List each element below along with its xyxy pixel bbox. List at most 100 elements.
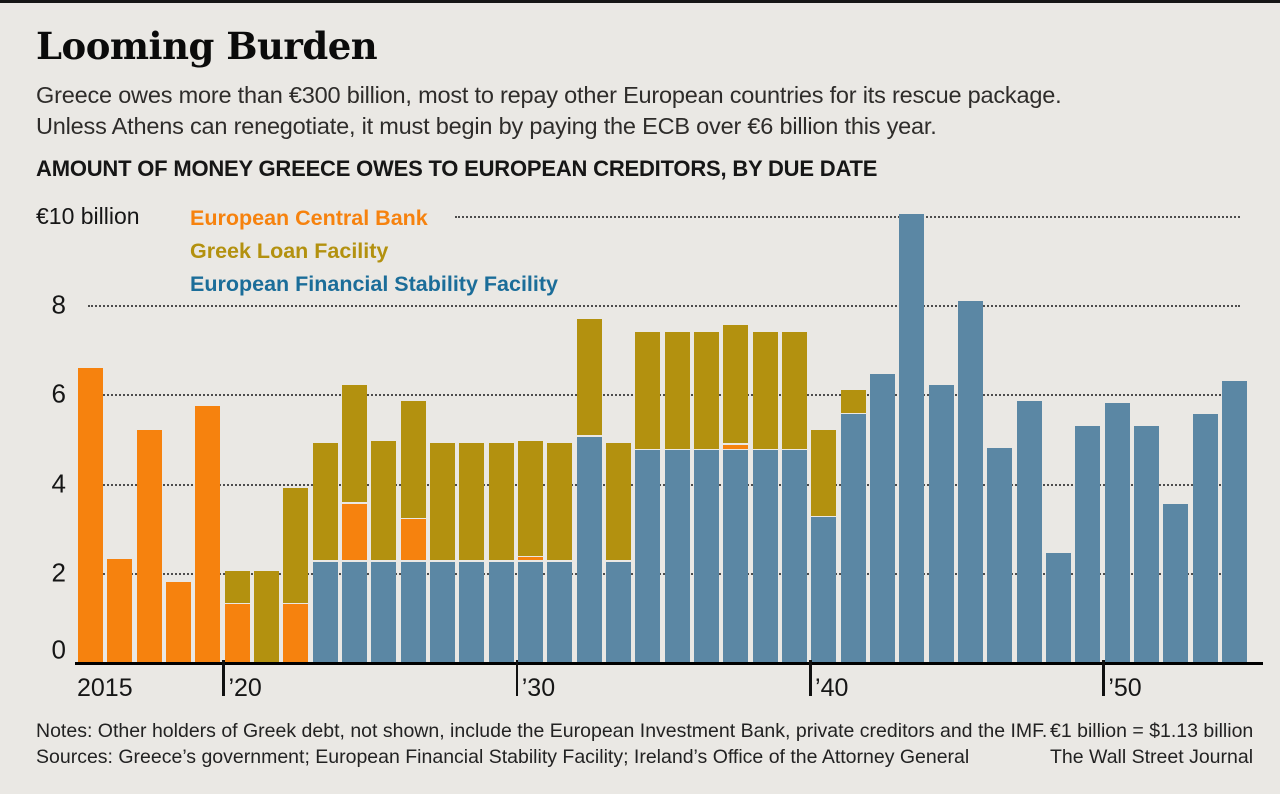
bar-2029-segment-greek-loan-facility xyxy=(488,443,514,561)
bar-2045-segment-european-financial-stability-facility xyxy=(957,300,983,662)
notes-line: Notes: Other holders of Greek debt, not … xyxy=(36,720,1048,742)
bar-2044 xyxy=(928,212,954,662)
x-tick-2040 xyxy=(809,660,812,696)
bar-2026-segment-european-financial-stability-facility xyxy=(400,561,426,662)
bar-2024-segment-greek-loan-facility xyxy=(341,385,367,503)
bar-2037-segment-european-central-bank xyxy=(723,444,749,449)
bar-2028-segment-european-financial-stability-facility xyxy=(459,561,485,662)
gridline-6 xyxy=(88,394,1240,397)
bar-2027-segment-european-financial-stability-facility xyxy=(429,561,455,662)
bar-2018-segment-european-central-bank xyxy=(165,581,191,662)
bar-2033-segment-greek-loan-facility xyxy=(605,443,631,561)
bar-2016-segment-european-central-bank xyxy=(107,559,133,662)
y-tick-label-6: 6 xyxy=(51,378,66,409)
chart-legend: European Central Bank Greek Loan Facilit… xyxy=(190,202,558,301)
bar-2048 xyxy=(1045,212,1071,662)
bar-2039 xyxy=(781,212,807,662)
bar-2026-segment-greek-loan-facility xyxy=(400,401,426,518)
bar-2022 xyxy=(283,212,309,662)
x-tick-2030 xyxy=(515,660,519,696)
bar-2019-segment-european-central-bank xyxy=(195,405,221,662)
x-tick-label-2050: ’50 xyxy=(1108,674,1142,702)
bar-2054 xyxy=(1221,212,1247,662)
bar-2050-segment-european-financial-stability-facility xyxy=(1104,403,1130,662)
bar-2037-segment-greek-loan-facility xyxy=(723,325,749,444)
bar-2028 xyxy=(459,212,485,662)
bar-2034-segment-european-financial-stability-facility xyxy=(635,450,661,662)
bar-2025-segment-european-financial-stability-facility xyxy=(371,561,397,662)
bar-2051-segment-european-financial-stability-facility xyxy=(1133,425,1159,662)
bar-2046 xyxy=(987,212,1013,662)
bar-2029 xyxy=(488,212,514,662)
legend-item-efsf: European Financial Stability Facility xyxy=(190,272,558,296)
bar-2032-segment-greek-loan-facility xyxy=(576,318,602,436)
y-tick-label-4: 4 xyxy=(51,468,66,499)
bar-2032-segment-european-financial-stability-facility xyxy=(576,436,602,662)
bar-2028-segment-greek-loan-facility xyxy=(459,443,485,561)
x-tick-2020 xyxy=(222,660,225,696)
bar-2047 xyxy=(1016,212,1042,662)
bar-2034 xyxy=(635,212,661,662)
bar-2023-segment-greek-loan-facility xyxy=(312,443,338,561)
bar-2036-segment-european-financial-stability-facility xyxy=(693,450,719,662)
bar-2050 xyxy=(1104,212,1130,662)
bar-2038 xyxy=(752,212,778,662)
bar-2049 xyxy=(1075,212,1101,662)
bar-2023 xyxy=(312,212,338,662)
bar-2015-segment-european-central-bank xyxy=(78,367,103,662)
publication-credit: The Wall Street Journal xyxy=(1050,746,1254,768)
subtitle-line-2: Unless Athens can renegotiate, it must b… xyxy=(36,113,937,139)
bar-2039-segment-greek-loan-facility xyxy=(781,331,807,449)
bar-2031-segment-greek-loan-facility xyxy=(547,443,573,561)
chart-section-label: AMOUNT OF MONEY GREECE OWES TO EUROPEAN … xyxy=(36,156,878,181)
bar-2021-segment-greek-loan-facility xyxy=(253,570,279,662)
bar-2016 xyxy=(107,212,133,662)
bar-2020-segment-european-central-bank xyxy=(224,604,250,662)
bar-2037 xyxy=(723,212,749,662)
bar-2020 xyxy=(224,212,250,662)
gridline-2 xyxy=(88,572,1240,575)
bar-2040-segment-greek-loan-facility xyxy=(811,430,837,516)
bar-2027-segment-greek-loan-facility xyxy=(429,443,455,561)
bar-2040 xyxy=(811,212,837,662)
bar-2037-segment-european-financial-stability-facility xyxy=(723,450,749,662)
bar-2035-segment-greek-loan-facility xyxy=(664,331,690,449)
currency-conversion-note: €1 billion = $1.13 billion xyxy=(1050,720,1254,742)
bar-2019 xyxy=(195,212,221,662)
bar-2041 xyxy=(840,212,866,662)
sources-line: Sources: Greece’s government; European F… xyxy=(36,746,970,768)
chart-subtitle: Greece owes more than €300 billion, most… xyxy=(36,80,1062,142)
gridline-10 xyxy=(455,216,1240,218)
bar-2027 xyxy=(429,212,455,662)
bar-2032 xyxy=(576,212,602,662)
bar-2018 xyxy=(165,212,191,662)
bar-2024-segment-european-financial-stability-facility xyxy=(341,561,367,662)
bar-2036 xyxy=(693,212,719,662)
x-tick-label-2015: 2015 xyxy=(77,674,133,702)
bar-2044-segment-european-financial-stability-facility xyxy=(928,385,954,662)
bar-2053 xyxy=(1192,212,1218,662)
bar-2020-segment-greek-loan-facility xyxy=(224,570,250,603)
bar-2054-segment-european-financial-stability-facility xyxy=(1221,381,1247,662)
bar-2041-segment-greek-loan-facility xyxy=(840,389,866,413)
bar-2025-segment-greek-loan-facility xyxy=(371,441,397,561)
footer-notes: Notes: Other holders of Greek debt, not … xyxy=(36,718,1047,770)
bar-2034-segment-greek-loan-facility xyxy=(635,331,661,449)
bar-2022-segment-greek-loan-facility xyxy=(283,488,309,603)
bar-2036-segment-greek-loan-facility xyxy=(693,331,719,449)
bar-2029-segment-european-financial-stability-facility xyxy=(488,561,514,662)
bar-2035 xyxy=(664,212,690,662)
bar-2021 xyxy=(253,212,279,662)
bar-2030-segment-european-central-bank xyxy=(517,557,543,561)
bar-2049-segment-european-financial-stability-facility xyxy=(1075,425,1101,662)
bar-2022-segment-european-central-bank xyxy=(283,604,309,662)
bar-2035-segment-european-financial-stability-facility xyxy=(664,450,690,662)
bar-2043 xyxy=(899,212,925,662)
x-tick-label-2020: ’20 xyxy=(228,674,262,702)
x-tick-label-2030: ’30 xyxy=(521,674,556,702)
bar-2024 xyxy=(341,212,367,662)
gridline-4 xyxy=(88,483,1240,486)
y-tick-label-8: 8 xyxy=(51,289,66,320)
legend-item-ecb: European Central Bank xyxy=(190,206,428,230)
bar-2031 xyxy=(547,212,573,662)
